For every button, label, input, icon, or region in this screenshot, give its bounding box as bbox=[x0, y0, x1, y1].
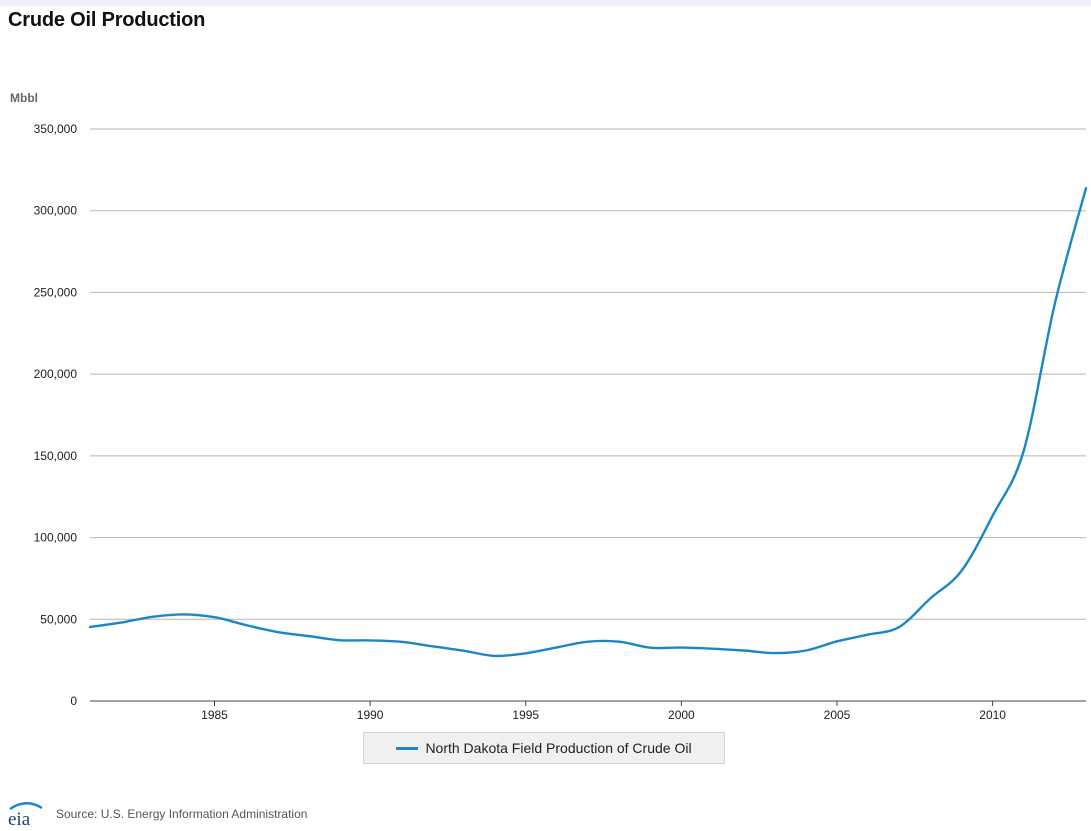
y-tick-label: 150,000 bbox=[34, 449, 78, 463]
eia-logo-text: eia bbox=[8, 809, 31, 828]
x-tick-label: 1985 bbox=[201, 708, 228, 722]
y-axis-unit-label: Mbbl bbox=[10, 91, 38, 105]
y-tick-label: 250,000 bbox=[34, 285, 78, 299]
chart-title: Crude Oil Production bbox=[8, 9, 206, 31]
series-line[interactable] bbox=[88, 187, 1088, 658]
y-tick-label: 0 bbox=[70, 694, 77, 708]
y-tick-label: 300,000 bbox=[34, 204, 78, 218]
y-tick-label: 50,000 bbox=[40, 612, 77, 626]
legend-label: North Dakota Field Production of Crude O… bbox=[425, 740, 692, 756]
eia-logo: eia bbox=[8, 802, 43, 828]
x-tick-label: 2010 bbox=[979, 708, 1006, 722]
x-tick-label: 1990 bbox=[357, 708, 384, 722]
legend-swatch bbox=[396, 746, 419, 750]
x-tick-label: 2000 bbox=[668, 708, 695, 722]
chart-footer: eia Source: U.S. Energy Information Admi… bbox=[6, 800, 307, 828]
x-tick-label: 2005 bbox=[824, 708, 851, 722]
source-note: Source: U.S. Energy Information Administ… bbox=[56, 807, 308, 821]
y-tick-label: 350,000 bbox=[34, 122, 78, 136]
chart-legend[interactable]: North Dakota Field Production of Crude O… bbox=[363, 732, 725, 764]
y-tick-label: 200,000 bbox=[34, 367, 78, 381]
line-chart: Mbbl 0 50,000 100,000 150,000 200,000 250,000… bbox=[10, 91, 1088, 722]
top-band bbox=[0, 0, 1091, 6]
y-tick-label: 100,000 bbox=[34, 531, 78, 545]
x-tick-label: 1995 bbox=[512, 708, 539, 722]
